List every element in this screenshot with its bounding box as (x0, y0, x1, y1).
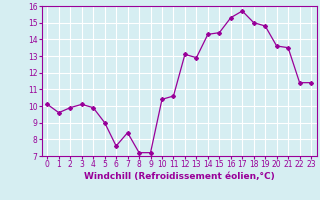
X-axis label: Windchill (Refroidissement éolien,°C): Windchill (Refroidissement éolien,°C) (84, 172, 275, 181)
